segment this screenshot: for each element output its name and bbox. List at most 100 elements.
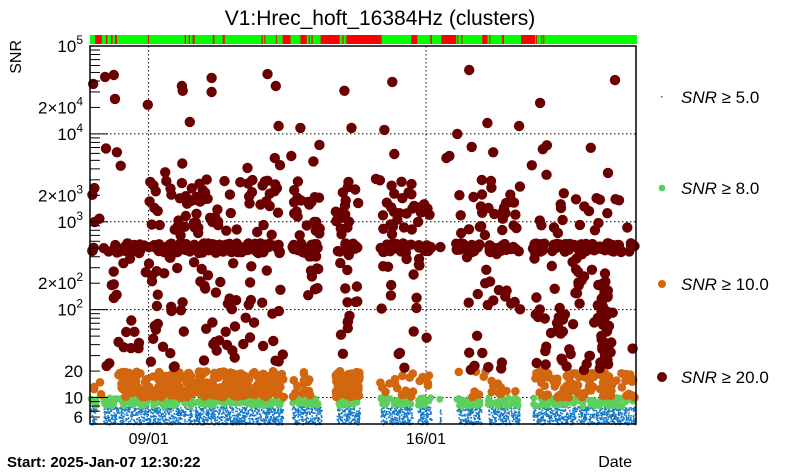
point-snr-20 bbox=[295, 195, 307, 206]
point-snr-5 bbox=[400, 410, 402, 413]
point-snr-20 bbox=[408, 326, 419, 337]
point-snr-5 bbox=[251, 417, 253, 420]
point-snr-5 bbox=[547, 409, 549, 411]
point-snr-5 bbox=[612, 413, 615, 416]
point-snr-5 bbox=[568, 417, 571, 419]
point-snr-5 bbox=[273, 412, 275, 415]
point-snr-20 bbox=[557, 214, 568, 226]
point-snr-5 bbox=[510, 409, 513, 411]
point-snr-5 bbox=[225, 420, 227, 422]
point-snr-5 bbox=[207, 410, 210, 412]
point-snr-5 bbox=[246, 406, 248, 408]
point-snr-5 bbox=[118, 416, 121, 418]
point-snr-20 bbox=[225, 207, 236, 219]
point-snr-5 bbox=[406, 408, 409, 410]
point-snr-8 bbox=[596, 401, 604, 409]
point-snr-5 bbox=[402, 421, 405, 424]
point-snr-20 bbox=[389, 148, 400, 160]
point-snr-5 bbox=[358, 421, 360, 423]
point-snr-5 bbox=[166, 421, 168, 424]
point-snr-5 bbox=[208, 413, 210, 415]
y-tick-label: 2×103 bbox=[38, 182, 83, 205]
point-snr-5 bbox=[500, 419, 503, 422]
point-snr-5 bbox=[229, 419, 232, 421]
point-snr-5 bbox=[310, 419, 312, 422]
point-snr-5 bbox=[170, 424, 173, 426]
point-snr-5 bbox=[159, 415, 161, 418]
point-snr-5 bbox=[113, 422, 115, 424]
point-snr-20 bbox=[545, 327, 557, 339]
point-snr-5 bbox=[393, 413, 396, 415]
point-snr-20 bbox=[627, 343, 638, 354]
point-snr-5 bbox=[193, 419, 195, 421]
point-snr-20 bbox=[291, 206, 302, 217]
point-snr-5 bbox=[251, 414, 253, 416]
point-snr-5 bbox=[536, 415, 539, 417]
point-snr-5 bbox=[402, 418, 404, 420]
point-snr-5 bbox=[172, 420, 174, 422]
point-snr-8 bbox=[227, 399, 235, 407]
point-snr-5 bbox=[159, 418, 162, 421]
point-snr-5 bbox=[540, 417, 543, 420]
point-snr-20 bbox=[531, 292, 542, 303]
point-snr-5 bbox=[90, 408, 93, 411]
point-snr-20 bbox=[189, 222, 200, 233]
point-snr-20 bbox=[133, 337, 145, 349]
point-snr-5 bbox=[611, 419, 614, 421]
point-snr-5 bbox=[168, 411, 171, 414]
point-snr-5 bbox=[560, 415, 563, 418]
point-snr-5 bbox=[336, 415, 339, 418]
point-snr-20 bbox=[389, 188, 400, 199]
point-snr-5 bbox=[495, 420, 498, 422]
point-snr-5 bbox=[346, 418, 348, 421]
point-snr-5 bbox=[388, 411, 391, 414]
point-snr-5 bbox=[130, 418, 133, 421]
point-snr-5 bbox=[580, 421, 582, 424]
point-snr-5 bbox=[232, 408, 235, 410]
point-snr-5 bbox=[426, 414, 428, 417]
point-snr-10 bbox=[132, 367, 141, 377]
point-snr-8 bbox=[609, 400, 617, 408]
point-snr-5 bbox=[213, 419, 216, 422]
legend-marker-icon bbox=[658, 280, 666, 288]
point-snr-5 bbox=[317, 408, 319, 411]
point-snr-20 bbox=[491, 248, 502, 260]
point-snr-5 bbox=[356, 418, 359, 420]
point-snr-5 bbox=[184, 418, 186, 421]
point-snr-5 bbox=[148, 421, 151, 424]
point-snr-20 bbox=[184, 116, 195, 128]
point-snr-5 bbox=[157, 407, 159, 409]
point-snr-5 bbox=[115, 417, 117, 420]
point-snr-5 bbox=[344, 422, 346, 424]
point-snr-5 bbox=[294, 416, 296, 419]
point-snr-5 bbox=[562, 416, 564, 419]
y-axis-label: SNR bbox=[8, 40, 25, 74]
point-snr-5 bbox=[463, 413, 466, 416]
point-snr-5 bbox=[112, 408, 114, 411]
point-snr-5 bbox=[406, 414, 408, 417]
state-bar bbox=[90, 35, 637, 44]
point-snr-5 bbox=[499, 417, 501, 419]
point-snr-5 bbox=[143, 417, 146, 420]
point-snr-5 bbox=[572, 409, 575, 412]
point-snr-5 bbox=[385, 417, 388, 420]
point-snr-20 bbox=[304, 199, 315, 210]
point-snr-5 bbox=[198, 419, 200, 422]
point-snr-5 bbox=[458, 408, 460, 411]
point-snr-5 bbox=[540, 412, 543, 414]
point-snr-5 bbox=[253, 415, 255, 417]
point-snr-5 bbox=[197, 413, 200, 415]
point-snr-5 bbox=[569, 416, 571, 418]
point-snr-5 bbox=[580, 409, 583, 411]
point-snr-5 bbox=[575, 410, 578, 413]
point-snr-5 bbox=[490, 421, 493, 423]
point-snr-5 bbox=[93, 411, 96, 413]
point-snr-20 bbox=[331, 216, 342, 227]
point-snr-5 bbox=[144, 412, 147, 415]
point-snr-5 bbox=[507, 418, 510, 420]
point-snr-5 bbox=[467, 417, 470, 419]
point-snr-5 bbox=[462, 409, 465, 411]
x-tick-label: 16/01 bbox=[406, 431, 446, 448]
point-snr-5 bbox=[150, 411, 152, 414]
point-snr-20 bbox=[589, 225, 601, 236]
